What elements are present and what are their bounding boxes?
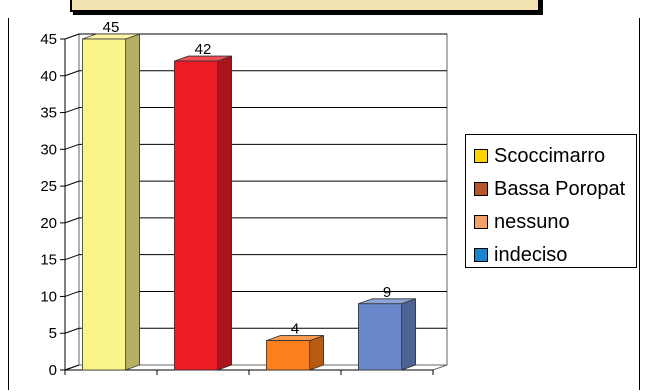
gridline-depth bbox=[64, 180, 80, 187]
gridline-depth bbox=[64, 33, 80, 40]
legend: Scoccimarro Bassa Poropat nessuno indeci… bbox=[465, 134, 637, 268]
bar-scoccimarro bbox=[81, 38, 127, 371]
bar-nessuno-side bbox=[309, 335, 325, 371]
gridline-depth bbox=[64, 327, 80, 334]
gridline-depth bbox=[64, 290, 80, 297]
y-tick-label: 30 bbox=[40, 141, 57, 158]
legend-item-indeciso: indeciso bbox=[474, 244, 567, 266]
y-tick-label: 35 bbox=[40, 105, 57, 122]
data-label-nessuno: 4 bbox=[291, 321, 299, 338]
gridline-depth bbox=[64, 217, 80, 224]
y-tick-label: 40 bbox=[40, 68, 57, 85]
data-label-indeciso: 9 bbox=[383, 284, 391, 301]
bar-indeciso-side bbox=[401, 298, 417, 371]
bar-bassa-poropat-side bbox=[217, 55, 233, 371]
legend-swatch-nessuno bbox=[474, 215, 488, 229]
y-tick-label: 0 bbox=[49, 362, 57, 379]
legend-label-nessuno: nessuno bbox=[494, 210, 570, 233]
y-tick-label: 45 bbox=[40, 31, 57, 48]
gridline-depth bbox=[64, 107, 80, 114]
chart-title-box bbox=[70, 0, 540, 12]
gridline-depth bbox=[64, 254, 80, 261]
gridline-depth bbox=[64, 70, 80, 77]
y-tick-label: 15 bbox=[40, 252, 57, 269]
chart-frame bbox=[8, 18, 640, 390]
data-label-bassa-poropat: 42 bbox=[195, 41, 212, 58]
legend-label-scoccimarro: Scoccimarro bbox=[494, 144, 606, 167]
legend-swatch-indeciso bbox=[474, 248, 488, 262]
y-tick-label: 20 bbox=[40, 215, 57, 232]
gridline-depth bbox=[64, 364, 80, 371]
legend-label-bassa-poropat: Bassa Poropat bbox=[494, 177, 626, 200]
legend-swatch-scoccimarro bbox=[474, 149, 488, 163]
legend-swatch-bassa-poropat bbox=[474, 182, 488, 196]
bar-indeciso bbox=[357, 303, 403, 371]
bar-nessuno bbox=[265, 340, 311, 371]
y-tick-label: 10 bbox=[40, 288, 57, 305]
legend-label-indeciso: indeciso bbox=[494, 243, 568, 266]
y-tick-label: 25 bbox=[40, 178, 57, 195]
y-tick-label: 5 bbox=[49, 325, 57, 342]
legend-item-bassa-poropat: Bassa Poropat bbox=[474, 178, 625, 200]
data-label-scoccimarro: 45 bbox=[103, 19, 120, 36]
bar-bassa-poropat bbox=[173, 60, 219, 371]
legend-item-nessuno: nessuno bbox=[474, 211, 570, 233]
gridline-depth bbox=[64, 143, 80, 150]
bar-scoccimarro-side bbox=[125, 33, 141, 371]
legend-item-scoccimarro: Scoccimarro bbox=[474, 145, 605, 167]
